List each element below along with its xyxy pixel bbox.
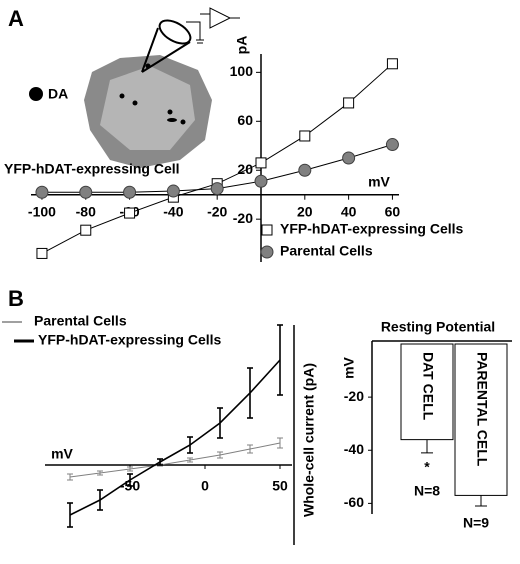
- series-line: [69, 442, 281, 478]
- annotation: N=8: [414, 483, 440, 499]
- marker: [124, 207, 136, 219]
- x-tick-label: 60: [385, 203, 401, 219]
- annotation: DA: [48, 86, 68, 102]
- x-tick-label: 20: [297, 203, 313, 219]
- y-tick-label: 60: [237, 112, 253, 128]
- marker: [343, 97, 355, 109]
- x-axis-label: mV: [368, 173, 390, 189]
- bar: [400, 343, 454, 441]
- x-tick-label: -20: [207, 203, 227, 219]
- error-bar: [475, 495, 487, 507]
- cell-image: [29, 7, 240, 168]
- x-tick-label: -40: [163, 203, 183, 219]
- bar-label: DAT CELL: [420, 352, 436, 421]
- x-tick-label: -80: [76, 203, 96, 219]
- y-tick-label: -40: [344, 441, 364, 457]
- panel-label: B: [8, 286, 24, 311]
- marker: [385, 138, 399, 152]
- x-tick-label: 40: [341, 203, 357, 219]
- x-tick-label: 0: [201, 478, 209, 494]
- marker: [254, 174, 268, 188]
- x-tick-label: 50: [272, 478, 288, 494]
- x-tick-label: -100: [28, 203, 56, 219]
- legend-label: YFP-hDAT-expressing Cells: [280, 221, 464, 237]
- annotation: N=9: [463, 515, 489, 531]
- y-axis-label: Whole-cell current (pA): [301, 363, 317, 517]
- bar: [454, 343, 508, 496]
- marker: [298, 163, 312, 177]
- marker: [386, 58, 398, 70]
- x-axis-label: mV: [51, 446, 73, 462]
- marker: [299, 130, 311, 142]
- annotation: *: [424, 459, 430, 475]
- legend-label: Parental Cells: [280, 243, 373, 259]
- y-tick-label: 100: [230, 63, 254, 79]
- y-tick-label: -20: [344, 388, 364, 404]
- panel-label: A: [8, 6, 24, 31]
- bar-label: PARENTAL CELL: [474, 352, 490, 467]
- marker: [166, 184, 180, 198]
- series-line: [69, 359, 281, 516]
- marker: [342, 151, 356, 165]
- legend-marker: [261, 224, 273, 236]
- y-tick-label: 20: [237, 161, 253, 177]
- chart-title: Resting Potential: [381, 319, 495, 335]
- legend-label: Parental Cells: [34, 313, 127, 329]
- y-axis-label: pA: [234, 36, 250, 55]
- marker: [123, 185, 137, 199]
- legend-label: YFP-hDAT-expressing Cells: [38, 332, 222, 348]
- annotation: YFP-hDAT-expressing Cell: [4, 161, 180, 177]
- marker: [79, 185, 93, 199]
- error-bar: [421, 439, 433, 454]
- marker: [255, 157, 267, 169]
- legend-marker: [260, 245, 274, 259]
- marker: [35, 185, 49, 199]
- y-axis-label: mV: [341, 356, 357, 378]
- marker: [210, 182, 224, 196]
- y-tick-label: -60: [344, 494, 364, 510]
- marker: [80, 224, 92, 236]
- y-tick-label: -20: [233, 210, 253, 226]
- marker: [36, 247, 48, 259]
